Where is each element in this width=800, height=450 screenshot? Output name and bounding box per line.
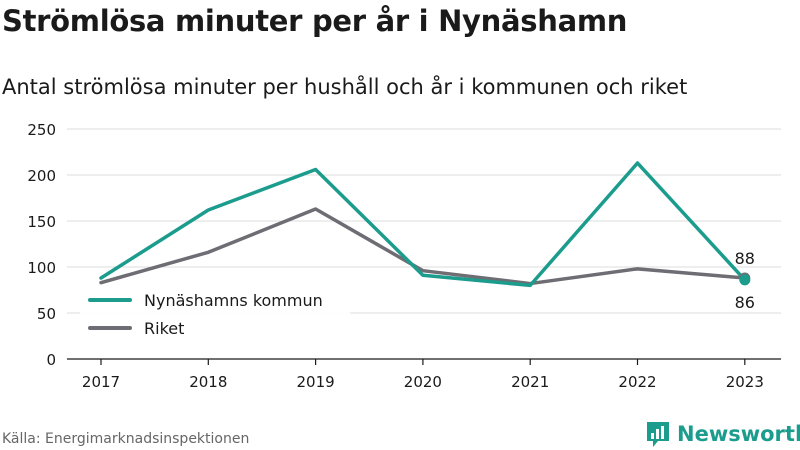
y-tick-label: 150 (27, 213, 56, 231)
y-tick-label: 50 (37, 305, 56, 323)
series-lines (99, 161, 751, 288)
legend-background (80, 286, 350, 344)
chart-subtitle: Antal strömlösa minuter per hushåll och … (2, 75, 688, 99)
y-tick-label: 200 (27, 167, 56, 185)
legend-label: Riket (144, 319, 184, 338)
source-note: Källa: Energimarknadsinspektionen (2, 431, 250, 447)
bar-chart-logo-icon (647, 422, 669, 447)
x-tick-label: 2019 (297, 373, 335, 391)
data-label: 88 (735, 249, 755, 268)
end-point-marker (739, 274, 751, 286)
data-labels: 88 86 (735, 249, 755, 312)
x-tick-label: 2018 (189, 373, 227, 391)
x-axis: 2017 2018 2019 2020 2021 2022 2023 (67, 358, 781, 391)
grid-lines (67, 128, 781, 314)
legend: Nynäshamns kommun Riket (80, 286, 350, 344)
data-label: 86 (735, 293, 755, 312)
x-tick-label: 2020 (404, 373, 442, 391)
brand-name: Newsworthy (677, 422, 800, 446)
y-tick-label: 100 (27, 259, 56, 277)
legend-label: Nynäshamns kommun (144, 291, 323, 310)
y-tick-label: 0 (46, 351, 56, 369)
x-tick-label: 2023 (726, 373, 764, 391)
brand-logo: Newsworthy (645, 420, 800, 448)
series-line-riket (99, 207, 747, 286)
x-tick-label: 2022 (618, 373, 656, 391)
line-chart: 0 50 100 150 200 250 2017 2018 2019 2020 2021 2022… (27, 121, 781, 391)
chart-title: Strömlösa minuter per år i Nynäshamn (2, 4, 628, 38)
y-tick-label: 250 (27, 121, 56, 139)
y-axis-tick-labels: 0 50 100 150 200 250 (27, 121, 56, 369)
x-tick-label: 2017 (82, 373, 120, 391)
x-tick-label: 2021 (511, 373, 549, 391)
